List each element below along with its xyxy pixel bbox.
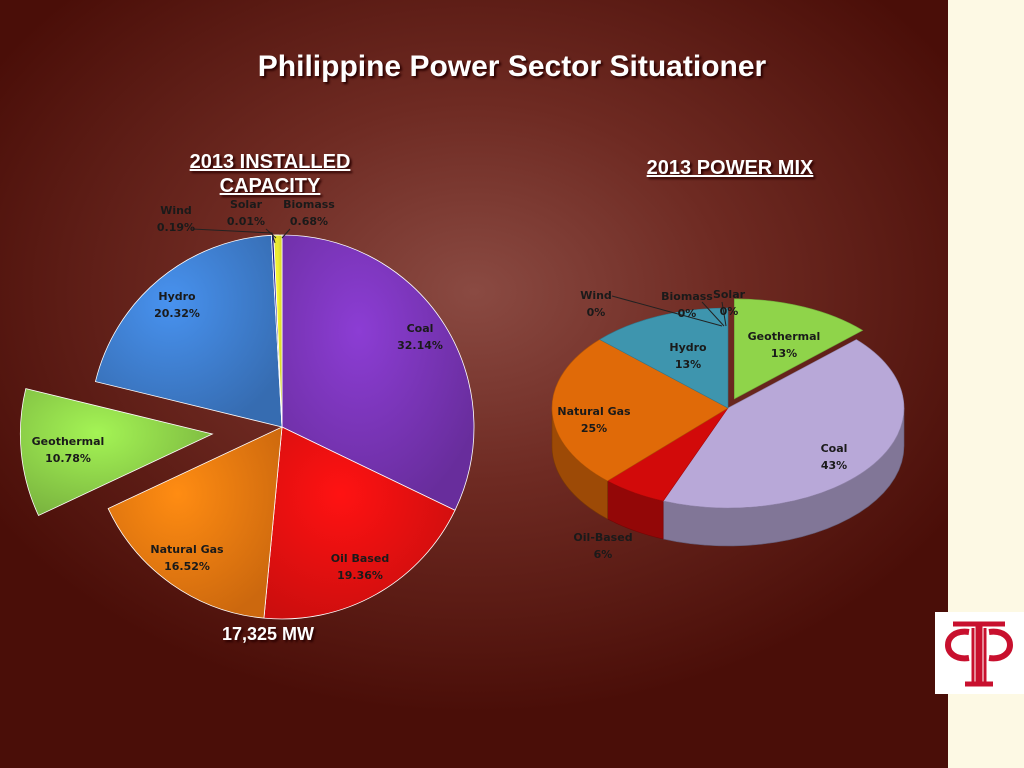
mix-label-biomass: Biomass: [661, 290, 713, 303]
mix-slice-hydro: [599, 307, 729, 409]
total-capacity: 17,325 MW: [222, 624, 315, 644]
capacity-label-natural-gas: Natural Gas: [150, 543, 224, 556]
capacity-label-geothermal: Geothermal: [32, 435, 105, 448]
leader-line-biomass-mix: [701, 301, 725, 327]
leader-line-wind: [191, 228, 276, 244]
capacity-label-hydro: Hydro: [158, 290, 196, 303]
mix-label-natural-gas: Natural Gas: [557, 405, 631, 418]
capacity-value-oil-based: 19.36%: [337, 569, 383, 582]
mix-value-geothermal: 13%: [771, 347, 797, 360]
capacity-slice-oil-based: [263, 426, 456, 620]
installed-capacity-pie: Coal 32.14% Oil Based 19.36% Natural Gas 16.5…: [19, 198, 475, 620]
capacity-slice-coal: [281, 234, 475, 511]
mix-value-oil-based: 6%: [594, 548, 613, 561]
mix-value-natural-gas: 25%: [581, 422, 607, 435]
leader-line-biomass: [281, 228, 291, 239]
mix-slice-coal: [662, 339, 905, 509]
mix-value-biomass: 0%: [678, 307, 697, 320]
chart2-title: 2013 POWER MIX: [646, 157, 814, 179]
capacity-slice-biomass: [273, 234, 283, 428]
capacity-label-coal: Coal: [407, 322, 434, 335]
capacity-label-solar: Solar: [230, 198, 263, 211]
capacity-slice-geothermal: [19, 388, 214, 517]
leader-line-wind-mix: [611, 295, 723, 327]
capacity-value-geothermal: 10.78%: [45, 452, 91, 465]
capacity-value-hydro: 20.32%: [154, 307, 200, 320]
capacity-value-wind: 0.19%: [157, 221, 195, 234]
mix-label-coal: Coal: [821, 442, 848, 455]
power-mix-pie: Geothermal 13% Coal 43% Oil-Based 6% Natural G…: [551, 288, 905, 561]
leader-line-solar: [265, 228, 277, 239]
page-title: Philippine Power Sector Situationer: [257, 50, 767, 83]
capacity-label-biomass: Biomass: [283, 198, 335, 211]
logo: [935, 612, 1024, 694]
capacity-label-oil-based: Oil Based: [331, 552, 389, 565]
mix-slice-geothermal: [734, 298, 864, 400]
mix-label-wind: Wind: [580, 289, 612, 302]
capacity-label-wind: Wind: [160, 204, 192, 217]
chart1-title: 2013 INSTALLED CAPACITY: [150, 150, 390, 198]
capacity-value-biomass: 0.68%: [290, 215, 328, 228]
mix-label-solar: Solar: [713, 288, 746, 301]
mix-label-oil-based: Oil-Based: [573, 531, 632, 544]
capacity-slice-natural-gas: [107, 426, 283, 619]
capacity-value-coal: 32.14%: [397, 339, 443, 352]
mix-slice-natural-gas: [551, 339, 729, 482]
capacity-value-natural-gas: 16.52%: [164, 560, 210, 573]
capacity-slice-hydro: [94, 234, 283, 428]
mix-value-coal: 43%: [821, 459, 847, 472]
chart1-title-line1: 2013 INSTALLED: [189, 151, 351, 173]
mix-value-solar: 0%: [720, 305, 739, 318]
mix-label-geothermal: Geothermal: [748, 330, 821, 343]
chart1-title-line2: CAPACITY: [219, 175, 321, 197]
capacity-value-solar: 0.01%: [227, 215, 265, 228]
mix-value-hydro: 13%: [675, 358, 701, 371]
mix-value-wind: 0%: [587, 306, 606, 319]
leader-line-solar-mix: [721, 301, 727, 327]
pillar-logo-icon: [945, 621, 1013, 687]
mix-label-hydro: Hydro: [669, 341, 707, 354]
